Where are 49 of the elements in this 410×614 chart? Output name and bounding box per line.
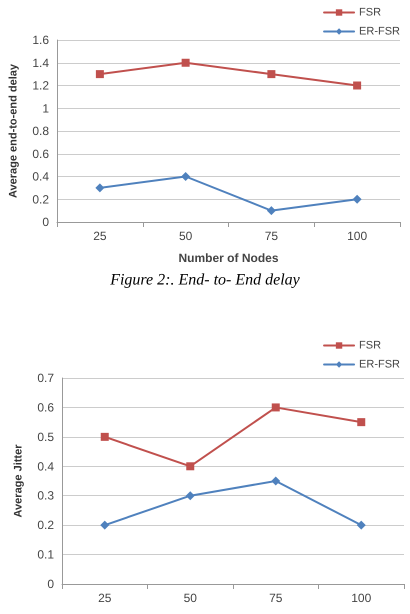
point xyxy=(353,82,362,90)
point xyxy=(95,183,104,192)
y-tick-label: 1.6 xyxy=(32,33,50,47)
y-tick-label: 0.1 xyxy=(37,548,54,562)
legend-label: FSR xyxy=(359,340,382,352)
point xyxy=(352,194,362,204)
point xyxy=(356,520,366,530)
x-tick-label: 50 xyxy=(184,591,198,605)
x-tick-label: 25 xyxy=(98,591,112,605)
y-tick-label: 1.2 xyxy=(32,78,50,92)
x-tick-label: 100 xyxy=(351,591,372,605)
y-tick-label: 0.8 xyxy=(32,124,50,138)
x-tick-label: 75 xyxy=(264,229,278,243)
y-tick-label: 0.6 xyxy=(32,146,50,161)
point xyxy=(271,476,280,486)
y-tick-label: 0.5 xyxy=(37,430,54,444)
point xyxy=(272,403,280,412)
point xyxy=(182,58,190,67)
point xyxy=(266,206,276,216)
point xyxy=(186,491,195,500)
y-tick-label: 1.4 xyxy=(32,56,50,70)
x-tick-label: 75 xyxy=(269,591,283,605)
x-tick-label: 100 xyxy=(347,229,368,243)
y-tick-label: 0.2 xyxy=(37,518,54,532)
point xyxy=(181,172,190,181)
point xyxy=(267,70,276,78)
x-axis-title: Number of Nodes xyxy=(178,251,279,265)
point xyxy=(100,432,109,441)
point xyxy=(186,462,194,470)
point xyxy=(357,418,366,426)
caption: Figure 2:. End- to- End delay xyxy=(109,272,301,288)
point xyxy=(96,70,104,78)
point xyxy=(100,520,110,530)
y-tick-label: 0.6 xyxy=(37,400,54,414)
y-axis-title: Average Jitter xyxy=(12,444,24,518)
y-tick-label: 0.4 xyxy=(37,459,54,474)
y-axis-title: Average end-to-end delay xyxy=(8,63,20,198)
y-tick-label: 0.2 xyxy=(32,192,50,206)
x-tick-label: 25 xyxy=(93,229,107,243)
legend-label: FSR xyxy=(359,6,382,18)
y-tick-label: 0 xyxy=(42,215,50,229)
y-tick-label: 0 xyxy=(47,577,54,591)
x-tick-label: 50 xyxy=(178,229,193,243)
y-tick-label: 0.3 xyxy=(37,488,54,503)
y-tick-label: 1 xyxy=(42,101,50,116)
y-tick-label: 0.4 xyxy=(32,170,50,184)
y-tick-label: 0.7 xyxy=(37,371,54,385)
legend-label: ER-FSR xyxy=(359,26,400,38)
legend-label: ER-FSR xyxy=(359,358,400,370)
